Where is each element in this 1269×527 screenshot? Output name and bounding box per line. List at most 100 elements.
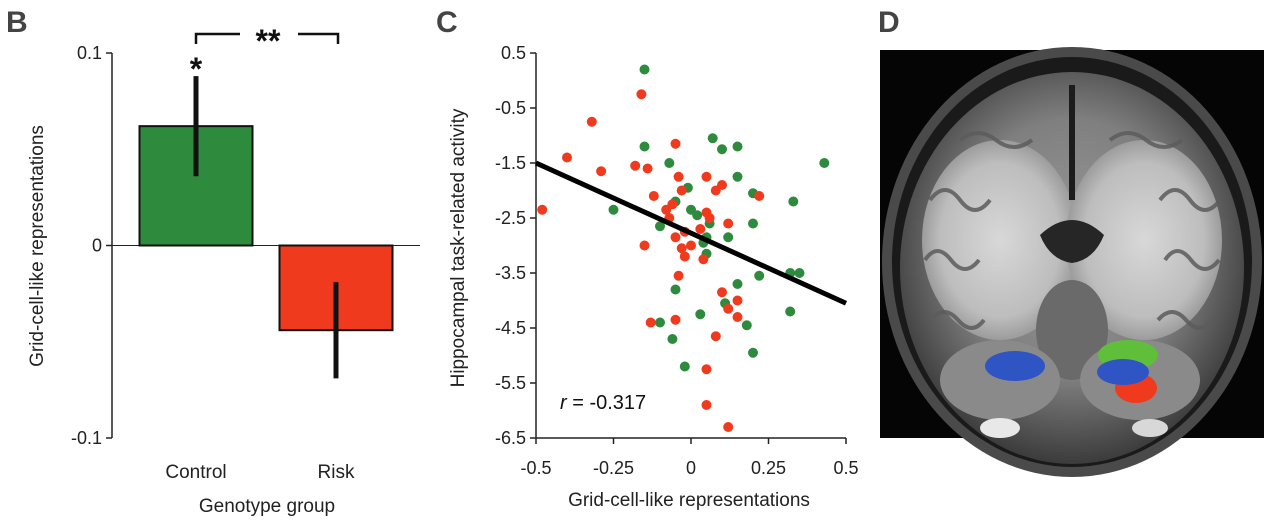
- panel-b-label: B: [6, 6, 28, 39]
- scatter-axes: 0.5 -0.5 -1.5 -2.5 -3.5 -4.5 -5.5 -6.5 -0.5 -0.25…: [495, 43, 859, 478]
- scatter-point-risk: [698, 254, 709, 265]
- panel-c: C 0.5 -0.5 -1.5 -2.5 -3.5 -4.5 -5.5 -6.5 -0.5 -0.…: [436, 6, 859, 511]
- scatter-point-risk: [701, 171, 712, 182]
- mri-overlay-regions: [985, 340, 1158, 403]
- scatter-point-risk: [537, 204, 548, 215]
- scatter-point-risk: [754, 191, 765, 201]
- scatter-y-tick-label: -1.5: [495, 153, 526, 173]
- left-blue-region: [985, 351, 1045, 381]
- correlation-annotation: r = -0.317: [560, 392, 646, 414]
- scatter-point-control: [664, 158, 675, 168]
- scatter-point-control: [732, 279, 743, 289]
- control-significance-star: *: [190, 51, 203, 87]
- scatter-y-axis-label: Hippocampal task-related activity: [448, 108, 469, 387]
- bar-x-tick-label: Control: [165, 462, 226, 483]
- scatter-point-control: [670, 284, 681, 295]
- scatter-point-risk: [717, 287, 727, 298]
- scatter-point-risk: [673, 270, 684, 281]
- scatter-y-tick-label: 0.5: [501, 43, 526, 63]
- scatter-point-risk: [642, 163, 653, 174]
- scatter-point-control: [692, 210, 703, 221]
- scatter-point-control: [723, 232, 734, 243]
- scatter-point-risk: [710, 331, 721, 342]
- bar-y-axis-label: Grid-cell-like representations: [27, 125, 48, 367]
- right-blue-region: [1097, 359, 1149, 385]
- bar-chart-marks: [138, 76, 394, 379]
- scatter-point-risk: [586, 116, 597, 127]
- scatter-point-control: [717, 144, 727, 155]
- scatter-point-control: [748, 218, 758, 229]
- scatter-point-risk: [596, 166, 607, 177]
- panel-d-label: D: [878, 6, 900, 39]
- scatter-point-risk: [661, 204, 672, 215]
- scatter-point-risk: [723, 422, 734, 432]
- scatter-point-risk: [676, 185, 687, 196]
- bar-x-axis-label: Genotype group: [199, 496, 335, 517]
- scatter-point-control: [639, 64, 650, 75]
- scatter-x-tick-label: -0.5: [520, 458, 551, 478]
- scatter-point-risk: [648, 191, 659, 201]
- scatter-point-control: [741, 320, 752, 331]
- scatter-points: [537, 64, 830, 432]
- scatter-point-risk: [562, 152, 572, 163]
- scatter-point-control: [608, 204, 619, 215]
- scatter-point-risk: [670, 314, 681, 325]
- scatter-point-control: [707, 133, 718, 144]
- scatter-point-control: [655, 221, 665, 232]
- scatter-point-risk: [723, 218, 734, 229]
- scatter-point-control: [754, 270, 765, 281]
- scatter-y-tick-label: -0.5: [495, 98, 526, 118]
- scatter-point-risk: [636, 89, 647, 100]
- scatter-point-risk: [701, 400, 712, 410]
- scatter-point-control: [695, 309, 706, 320]
- scatter-point-risk: [710, 185, 721, 196]
- mri-coronal-slice: [880, 47, 1264, 477]
- scatter-y-tick-label: -2.5: [495, 208, 526, 228]
- scatter-point-risk: [676, 243, 687, 254]
- scatter-point-risk: [695, 224, 706, 234]
- r-value: = -0.317: [567, 392, 647, 414]
- scatter-point-control: [794, 268, 805, 278]
- bar-x-tick-label: Risk: [318, 462, 355, 483]
- scatter-y-tick-label: -6.5: [495, 428, 526, 448]
- scatter-x-tick-label: 0: [686, 458, 696, 478]
- scatter-x-tick-label: 0.25: [751, 458, 786, 478]
- scatter-point-control: [732, 141, 743, 152]
- scatter-y-tick-label: -3.5: [495, 263, 526, 283]
- scatter-point-control: [748, 347, 758, 358]
- scatter-x-axis-label: Grid-cell-like representations: [568, 490, 810, 511]
- scatter-point-risk: [732, 312, 743, 322]
- bar-y-tick-label: 0: [92, 236, 102, 256]
- scatter-x-tick-label: 0.5: [833, 458, 858, 478]
- panel-d: D: [878, 6, 1264, 477]
- r-symbol: r: [560, 392, 568, 414]
- scatter-point-control: [785, 306, 796, 317]
- scatter-point-control: [732, 171, 743, 182]
- scatter-point-risk: [645, 317, 656, 328]
- scatter-point-control: [679, 361, 690, 372]
- scatter-point-control: [819, 158, 830, 168]
- scatter-point-risk: [673, 171, 684, 182]
- bracket-significance-stars: **: [256, 23, 281, 59]
- panel-c-label: C: [436, 6, 458, 39]
- scatter-point-risk: [704, 213, 715, 223]
- significance-bracket: [194, 32, 340, 44]
- scatter-point-control: [639, 141, 650, 152]
- scatter-point-risk: [630, 160, 641, 171]
- scatter-point-risk: [701, 364, 712, 375]
- bar-y-tick-label: 0.1: [77, 43, 102, 63]
- scatter-point-risk: [639, 240, 650, 251]
- scatter-point-risk: [670, 232, 681, 243]
- regression-line: [534, 160, 848, 306]
- scatter-x-tick-label: -0.25: [593, 458, 634, 478]
- bar-y-tick-label: -0.1: [71, 428, 102, 448]
- scatter-point-risk: [723, 303, 734, 314]
- scatter-point-control: [788, 196, 799, 207]
- scatter-point-control: [667, 334, 678, 344]
- scatter-y-tick-label: -5.5: [495, 373, 526, 393]
- scatter-y-tick-label: -4.5: [495, 318, 526, 338]
- panel-b: B 0.1 0 -0.1 Control Risk Grid-cell-like rep…: [6, 6, 420, 517]
- scatter-point-risk: [679, 251, 690, 262]
- scatter-point-control: [655, 317, 665, 328]
